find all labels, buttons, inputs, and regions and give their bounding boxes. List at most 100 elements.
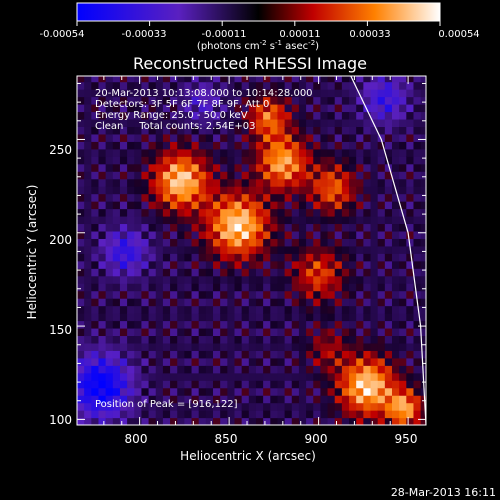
heatmap-cell	[191, 89, 200, 98]
heatmap-cell	[413, 126, 422, 135]
heatmap-cell	[277, 193, 286, 202]
heatmap-cell	[213, 215, 221, 225]
heatmap-cell	[241, 245, 250, 254]
heatmap-cell	[363, 275, 372, 284]
heatmap-cell	[234, 133, 243, 142]
heatmap-cell	[141, 342, 150, 351]
heatmap-cell	[370, 365, 379, 374]
heatmap-cell	[234, 260, 243, 269]
heatmap-cell	[320, 148, 329, 157]
heatmap-cell	[413, 275, 422, 284]
heatmap-cell	[98, 350, 107, 359]
heatmap-cell	[134, 186, 143, 195]
heatmap-cell	[220, 357, 228, 366]
heatmap-cell	[170, 372, 178, 381]
heatmap-cell	[384, 230, 393, 239]
heatmap-cell	[284, 208, 293, 217]
heatmap-cell	[91, 89, 100, 98]
heatmap-cell	[155, 118, 164, 127]
heatmap-cell	[127, 215, 135, 225]
heatmap-cell	[334, 76, 343, 83]
heatmap-cell	[320, 103, 329, 113]
heatmap-cell	[391, 223, 400, 232]
heatmap-cell	[119, 141, 128, 150]
heatmap-cell	[399, 163, 407, 172]
heatmap-cell	[191, 327, 200, 337]
heatmap-cell	[334, 230, 343, 239]
heatmap-cell	[377, 253, 386, 262]
heatmap-cell	[263, 417, 271, 425]
heatmap-cell	[170, 96, 178, 105]
heatmap-cell	[370, 380, 379, 389]
heatmap-cell	[298, 223, 307, 232]
heatmap-cell	[306, 387, 314, 396]
heatmap-cell	[162, 201, 171, 210]
heatmap-cell	[170, 410, 178, 419]
heatmap-cell	[105, 342, 114, 351]
heatmap-cell	[306, 410, 314, 419]
heatmap-cell	[141, 260, 150, 269]
heatmap-cell	[227, 178, 236, 187]
heatmap-cell	[91, 305, 100, 314]
heatmap-cell	[155, 290, 164, 299]
heatmap-cell	[155, 410, 164, 419]
heatmap-cell	[327, 290, 336, 299]
heatmap-cell	[205, 118, 214, 127]
heatmap-cell	[298, 201, 307, 210]
heatmap-cell	[341, 335, 350, 344]
heatmap-cell	[205, 260, 214, 269]
heatmap-cell	[248, 141, 257, 150]
heatmap-cell	[227, 342, 236, 351]
heatmap-cell	[334, 365, 343, 374]
heatmap-cell	[363, 223, 372, 232]
heatmap-cell	[327, 215, 336, 225]
heatmap-cell	[127, 275, 135, 284]
heatmap-cell	[334, 186, 343, 195]
heatmap-cell	[399, 141, 407, 150]
heatmap-cell	[213, 201, 221, 210]
heatmap-cell	[134, 417, 143, 425]
heatmap-cell	[98, 96, 107, 105]
heatmap-cell	[119, 357, 128, 366]
heatmap-cell	[134, 320, 143, 329]
heatmap-cell	[341, 133, 350, 142]
heatmap-cell	[84, 410, 92, 419]
heatmap-cell	[313, 260, 322, 269]
heatmap-cell	[248, 178, 257, 187]
heatmap-cell	[170, 118, 178, 127]
heatmap-cell	[170, 283, 178, 292]
heatmap-cell	[191, 350, 200, 359]
heatmap-cell	[399, 245, 407, 254]
heatmap-cell	[162, 96, 171, 105]
heatmap-cell	[119, 372, 128, 381]
heatmap-cell	[134, 275, 143, 284]
heatmap-cell	[270, 118, 279, 127]
heatmap-cell	[399, 178, 407, 187]
heatmap-cell	[391, 126, 400, 135]
heatmap-cell	[370, 81, 379, 90]
heatmap-cell	[263, 208, 271, 217]
heatmap-cell	[284, 283, 293, 292]
heatmap-cell	[220, 402, 228, 411]
heatmap-cell	[177, 245, 185, 254]
heatmap-cell	[356, 298, 364, 307]
heatmap-cell	[241, 320, 250, 329]
heatmap-cell	[334, 410, 343, 419]
heatmap-cell	[391, 313, 400, 322]
heatmap-cell	[277, 305, 286, 314]
heatmap-cell	[134, 253, 143, 262]
heatmap-cell	[270, 283, 279, 292]
heatmap-cell	[356, 327, 364, 337]
colorbar-tick-label: -0.00033	[122, 29, 167, 40]
heatmap-cell	[291, 111, 300, 120]
heatmap-cell	[306, 380, 314, 389]
heatmap-cell	[263, 320, 271, 329]
heatmap-cell	[84, 223, 92, 232]
heatmap-cell	[420, 395, 426, 404]
heatmap-cell	[177, 141, 185, 150]
heatmap-cell	[170, 327, 178, 337]
heatmap-cell	[313, 275, 322, 284]
heatmap-cell	[155, 201, 164, 210]
heatmap-cell	[341, 283, 350, 292]
heatmap-cell	[162, 283, 171, 292]
